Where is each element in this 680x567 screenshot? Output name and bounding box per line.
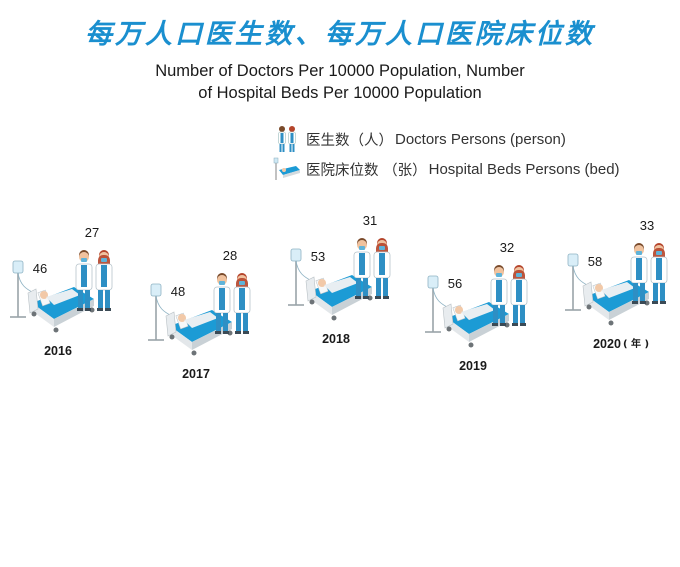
chart-title-en: Number of Doctors Per 10000 Population, … <box>100 60 580 104</box>
chart-title-en-line2: of Hospital Beds Per 10000 Population <box>198 84 482 102</box>
year-group-2019: 56 32 2019 <box>425 240 528 373</box>
beds-value-label: 56 <box>448 276 462 291</box>
year-label: 2020 <box>593 337 621 351</box>
doctors-icon <box>213 273 251 334</box>
year-label: 2016 <box>44 344 72 358</box>
doctors-value-label: 32 <box>500 240 514 255</box>
year-group-2020: 58 33 2020( 年 ) <box>565 218 668 351</box>
chart-title-cn: 每万人口医生数、每万人口医院床位数 <box>85 19 595 50</box>
beds-value-label: 58 <box>588 254 602 269</box>
legend-item-beds: 医院床位数 （张） Hospital Beds Persons (bed) <box>272 154 620 184</box>
hospital-bed-icon <box>273 157 300 180</box>
beds-value-label: 53 <box>311 249 325 264</box>
year-label: 2019 <box>459 359 487 373</box>
year-label: 2017 <box>182 367 210 381</box>
year-group-2016: 46 27 2016 <box>10 225 113 358</box>
year-unit-label: ( 年 ) <box>623 337 649 350</box>
beds-value-label: 48 <box>171 284 185 299</box>
doctors-icon <box>630 243 668 304</box>
legend-item-doctors: 医生数（人） Doctors Persons (person) <box>272 124 620 154</box>
hospital-bed-icon <box>565 253 650 326</box>
doctors-value-label: 33 <box>640 218 654 233</box>
beds-value-label: 46 <box>33 261 47 276</box>
doctors-value-label: 28 <box>223 248 237 263</box>
legend-beds-en: Hospital Beds Persons (bed) <box>428 160 620 178</box>
legend-beds-cn: 医院床位数 （张） <box>306 162 427 179</box>
doctors-value-label: 27 <box>85 225 99 240</box>
legend-doctors-en: Doctors Persons (person) <box>395 130 566 148</box>
doctors-value-label: 31 <box>363 213 377 228</box>
year-group-2018: 53 31 2018 <box>288 213 391 346</box>
doctors-icon <box>353 238 391 299</box>
year-group-2017: 48 28 2017 <box>148 248 251 381</box>
legend-doctors-cn: 医生数（人） <box>306 132 393 149</box>
doctors-icon <box>278 126 296 152</box>
doctors-icon <box>75 250 113 311</box>
year-label: 2018 <box>322 332 350 346</box>
doctors-icon <box>490 265 528 326</box>
legend: 医生数（人） Doctors Persons (person) 医院床位数 （张… <box>272 124 620 184</box>
chart-title-en-line1: Number of Doctors Per 10000 Population, … <box>155 62 525 80</box>
hospital-bed-icon <box>425 275 510 348</box>
